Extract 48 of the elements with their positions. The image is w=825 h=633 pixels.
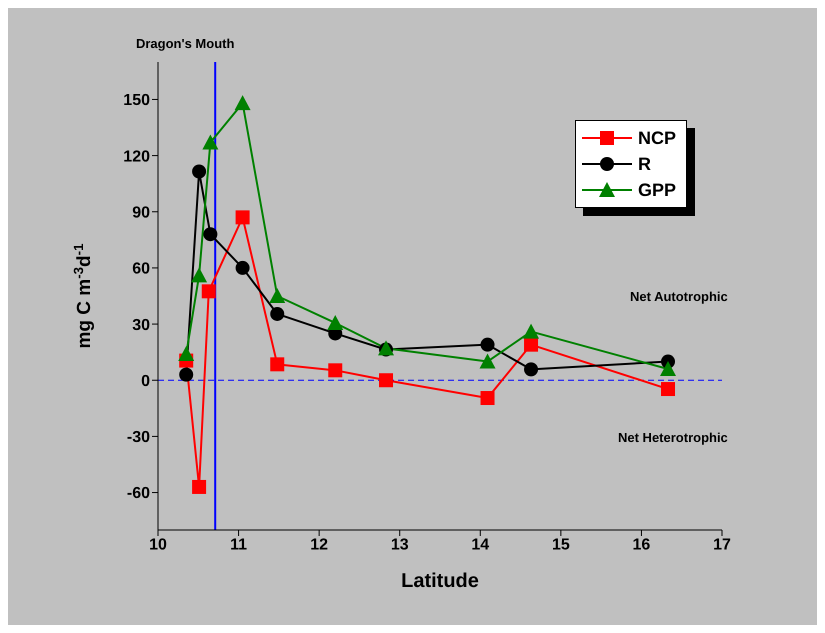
point: [191, 267, 208, 282]
y-tick-label: 30: [132, 316, 150, 334]
point: [202, 284, 216, 298]
point: [192, 480, 206, 494]
annotation: Net Autotrophic: [630, 289, 728, 304]
legend-label: NCP: [638, 128, 676, 148]
y-tick-label: 0: [141, 372, 150, 390]
legend-label: GPP: [638, 180, 676, 200]
point: [269, 288, 286, 303]
point: [270, 357, 284, 372]
x-tick-label: 14: [471, 536, 490, 554]
y-tick-label: 150: [123, 92, 150, 110]
point: [480, 338, 495, 352]
point: [234, 95, 251, 110]
x-tick-label: 16: [632, 536, 650, 554]
legend-label: R: [638, 154, 651, 174]
point: [480, 391, 495, 406]
point: [178, 346, 194, 362]
x-tick-label: 17: [713, 536, 731, 554]
point: [179, 368, 194, 382]
y-tick-label: -30: [126, 429, 150, 446]
ref-line-label: Dragon's Mouth: [136, 36, 234, 51]
x-axis-title: Latitude: [401, 570, 479, 592]
y-tick-label: 120: [123, 148, 150, 166]
y-tick-label: 60: [132, 260, 150, 278]
x-tick-label: 11: [230, 536, 248, 554]
point: [661, 382, 676, 396]
y-tick-label: 90: [132, 204, 150, 222]
x-tick-label: 12: [310, 536, 328, 554]
point: [524, 338, 538, 352]
point: [523, 324, 540, 339]
point: [328, 363, 342, 378]
point: [270, 306, 284, 321]
point: [379, 373, 394, 388]
point: [327, 314, 344, 330]
point: [524, 362, 538, 376]
y-tick-label: -60: [126, 485, 150, 502]
point: [203, 227, 218, 242]
point: [660, 361, 676, 376]
point: [236, 210, 250, 224]
point: [236, 260, 250, 275]
point: [202, 134, 218, 150]
x-tick-label: 13: [390, 536, 409, 554]
x-tick-label: 10: [149, 536, 167, 554]
x-tick-label: 15: [552, 536, 570, 554]
point: [480, 354, 496, 369]
point: [192, 164, 206, 179]
annotation: Net Heterotrophic: [618, 430, 728, 445]
